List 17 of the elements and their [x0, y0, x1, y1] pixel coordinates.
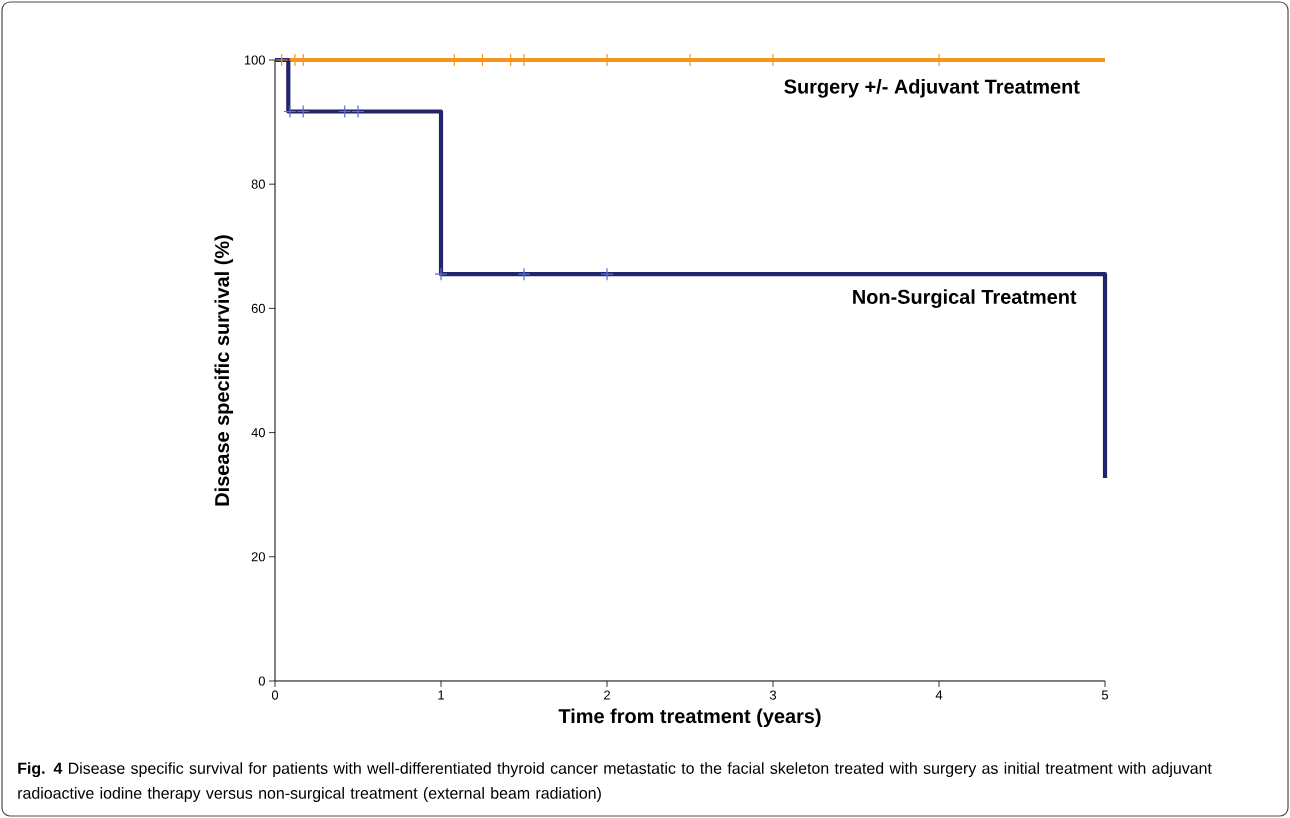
x-tick-label: 3 — [769, 690, 777, 700]
x-tick-label: 4 — [935, 690, 943, 700]
y-tick-label: 0 — [258, 676, 265, 686]
y-axis-title: Disease specific survival (%) — [214, 235, 234, 506]
y-tick-label: 60 — [251, 303, 265, 313]
y-tick-label: 80 — [251, 179, 265, 189]
y-tick-label: 100 — [244, 55, 265, 65]
x-tick-label: 2 — [604, 690, 610, 700]
series-label: Non-Surgical Treatment — [853, 289, 1077, 308]
x-tick-label: 5 — [1101, 690, 1109, 700]
x-tick-label: 1 — [438, 690, 444, 700]
y-tick-label: 40 — [251, 427, 265, 438]
x-tick-label: 0 — [271, 690, 279, 700]
y-tick-label: 20 — [251, 552, 265, 562]
series-label: Surgery +/- Adjuvant Treatment — [784, 79, 1080, 98]
text: Fig. 4 Disease specific survival for patients with well-differentiated thyroid cancer metastatic to the facial skeleton treated with surgery as initial treatment with adjuvant radioactive iodine therapy versus non-surgical treatment (external beam radiation) — [18, 762, 1212, 802]
x-axis-title: Time from treatment (years) — [558, 708, 821, 728]
